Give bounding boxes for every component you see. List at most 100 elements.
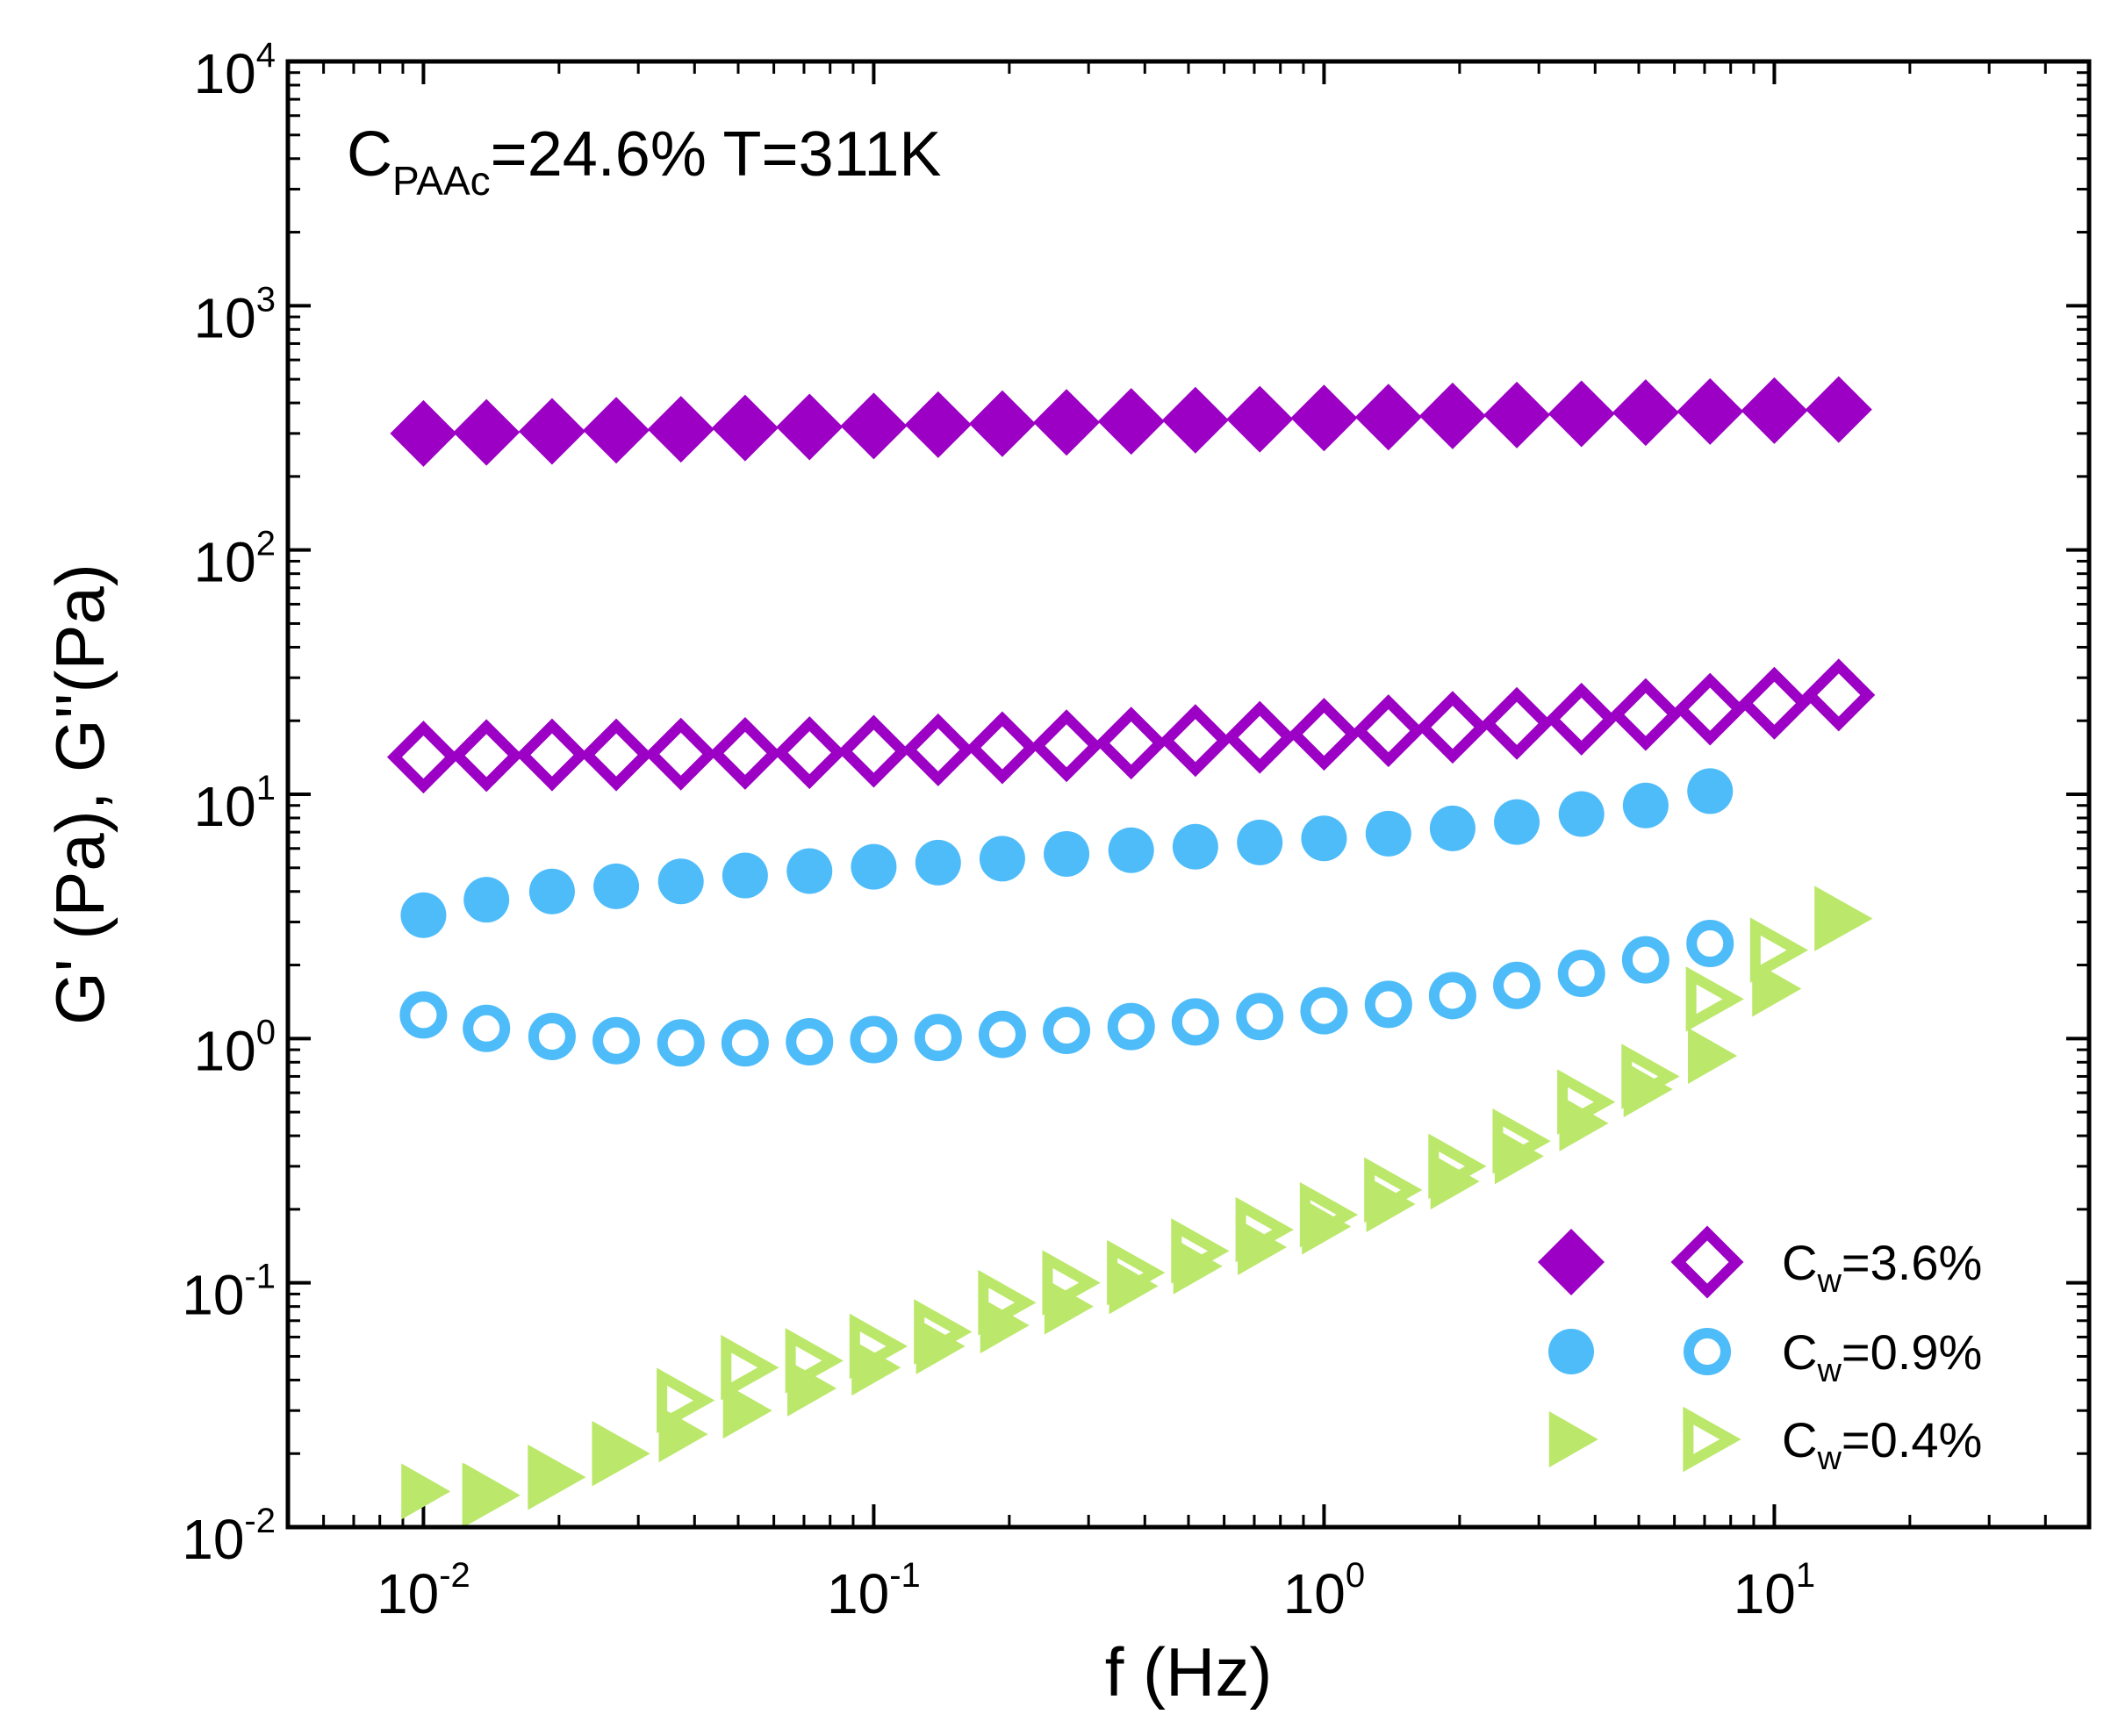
- data-point-circle-filled: [1237, 819, 1283, 865]
- data-series: [386, 376, 1876, 1528]
- legend-label: Cw=0.9%: [1782, 1324, 1982, 1389]
- x-tick-label: 100: [1283, 1556, 1365, 1625]
- data-point-diamond-filled: [968, 390, 1036, 457]
- data-point-diamond-open: [1095, 707, 1168, 780]
- data-point-circle-filled: [1687, 768, 1734, 814]
- data-point-diamond-filled: [390, 399, 457, 467]
- data-point-diamond-open: [966, 711, 1039, 785]
- data-point-diamond-open: [901, 713, 975, 786]
- series-group: [401, 890, 1866, 1520]
- data-point-diamond-filled: [1290, 384, 1358, 452]
- data-point-diamond-open: [644, 717, 718, 791]
- data-point-diamond-open: [837, 714, 910, 788]
- series-group: [400, 768, 1734, 938]
- y-tick-label: 103: [194, 280, 276, 349]
- x-axis-title: f (Hz): [1105, 1633, 1273, 1711]
- y-tick-label: 10-2: [182, 1502, 276, 1571]
- data-point-circle-open: [463, 1004, 511, 1052]
- y-tick-labels: 10-2 10-1 100 101 102 103 104: [182, 36, 276, 1571]
- data-point-triangle-right-filled: [401, 1463, 451, 1520]
- data-point-triangle-right-open: [978, 1269, 1037, 1336]
- data-point-circle-open: [978, 1010, 1026, 1058]
- data-point-triangle-right-open: [1621, 1044, 1680, 1109]
- data-point-diamond-filled: [1418, 382, 1486, 449]
- data-point-triangle-right-open: [1299, 1181, 1359, 1248]
- data-point-diamond-open: [1159, 704, 1232, 778]
- data-point-circle-open: [914, 1014, 962, 1062]
- x-tick-label: 10-1: [827, 1556, 921, 1625]
- data-point-triangle-right-open: [528, 1444, 586, 1510]
- data-point-diamond-open: [386, 721, 460, 794]
- data-point-triangle-right-open: [1814, 886, 1873, 951]
- series-group: [390, 376, 1872, 467]
- data-point-triangle-right-open: [657, 1367, 715, 1433]
- data-point-triangle-right-open: [1557, 1069, 1616, 1135]
- data-point-circle-open: [1043, 1007, 1091, 1055]
- data-point-circle-filled: [851, 843, 897, 890]
- y-tick-label: 10-1: [182, 1258, 276, 1327]
- data-point-circle-filled: [1429, 805, 1476, 851]
- data-point-triangle-right-filled: [1044, 1278, 1094, 1335]
- data-point-diamond-filled: [583, 397, 650, 464]
- data-point-triangle-right-open: [914, 1299, 973, 1365]
- data-point-diamond-open: [772, 716, 846, 790]
- data-point-circle-filled: [1622, 782, 1669, 829]
- data-point-circle-filled: [1172, 823, 1218, 870]
- data-point-circle-open: [1107, 1002, 1155, 1051]
- data-point-circle-filled: [1044, 830, 1090, 877]
- x-tick-labels: 10-2 10-1 100 101: [377, 1556, 1815, 1625]
- data-point-circle-filled: [528, 868, 575, 915]
- data-point-diamond-open: [1030, 709, 1103, 783]
- data-point-circle-open: [786, 1018, 834, 1066]
- data-point-diamond-filled: [1741, 377, 1808, 444]
- data-point-triangle-right-filled: [722, 1382, 772, 1439]
- x-tick-label: 10-2: [377, 1556, 470, 1625]
- data-point-triangle-right-open: [1107, 1239, 1166, 1306]
- data-point-diamond-filled: [904, 391, 972, 458]
- data-point-circle-open: [528, 1012, 576, 1060]
- data-point-triangle-right-open: [1492, 1108, 1551, 1174]
- data-point-diamond-filled: [1547, 380, 1615, 448]
- data-point-circle-open: [1236, 993, 1284, 1041]
- legend-label: Cw=0.4%: [1782, 1412, 1982, 1477]
- data-point-circle-filled: [1108, 827, 1154, 873]
- data-point-diamond-open: [1223, 700, 1296, 774]
- data-point-diamond-open: [449, 719, 523, 793]
- y-axis-title: G' (Pa), G''(Pa): [41, 563, 118, 1025]
- data-point-circle-filled: [400, 892, 447, 938]
- data-point-diamond-filled: [647, 396, 714, 463]
- data-point-diamond-filled: [1161, 386, 1229, 454]
- data-point-triangle-right-filled: [1688, 1027, 1738, 1084]
- data-point-diamond-open: [1287, 698, 1361, 771]
- data-point-diamond-open: [708, 716, 782, 790]
- axis-ticks: [286, 60, 2091, 1529]
- legend-marker-open: [1684, 1328, 1731, 1375]
- data-point-triangle-right-filled: [980, 1297, 1030, 1354]
- data-point-diamond-filled: [1354, 384, 1422, 451]
- data-point-diamond-filled: [518, 398, 585, 465]
- data-point-diamond-filled: [1097, 388, 1165, 456]
- data-point-circle-open: [1300, 986, 1348, 1035]
- data-point-circle-open: [1364, 980, 1412, 1029]
- series-group: [399, 920, 1734, 1067]
- data-point-circle-filled: [1365, 810, 1411, 857]
- x-tick-label: 101: [1734, 1556, 1815, 1625]
- data-point-diamond-open: [1802, 658, 1876, 732]
- data-point-circle-open: [1557, 949, 1605, 997]
- data-point-triangle-right-open: [1685, 966, 1744, 1032]
- data-point-diamond-open: [1352, 694, 1425, 768]
- data-point-diamond-filled: [711, 394, 779, 462]
- data-point-diamond-open: [1545, 682, 1619, 756]
- data-point-diamond-open: [1480, 686, 1554, 760]
- data-point-diamond-open: [1416, 691, 1490, 764]
- data-point-triangle-right-open: [462, 1462, 521, 1528]
- data-point-diamond-filled: [453, 398, 521, 466]
- data-point-diamond-filled: [1483, 381, 1551, 448]
- data-point-circle-filled: [786, 848, 833, 894]
- annotation-c: C: [347, 119, 392, 190]
- data-point-diamond-open: [515, 718, 589, 792]
- data-point-diamond-open: [1737, 666, 1811, 740]
- data-point-triangle-right-open: [1428, 1133, 1487, 1200]
- data-point-diamond-filled: [1805, 376, 1872, 443]
